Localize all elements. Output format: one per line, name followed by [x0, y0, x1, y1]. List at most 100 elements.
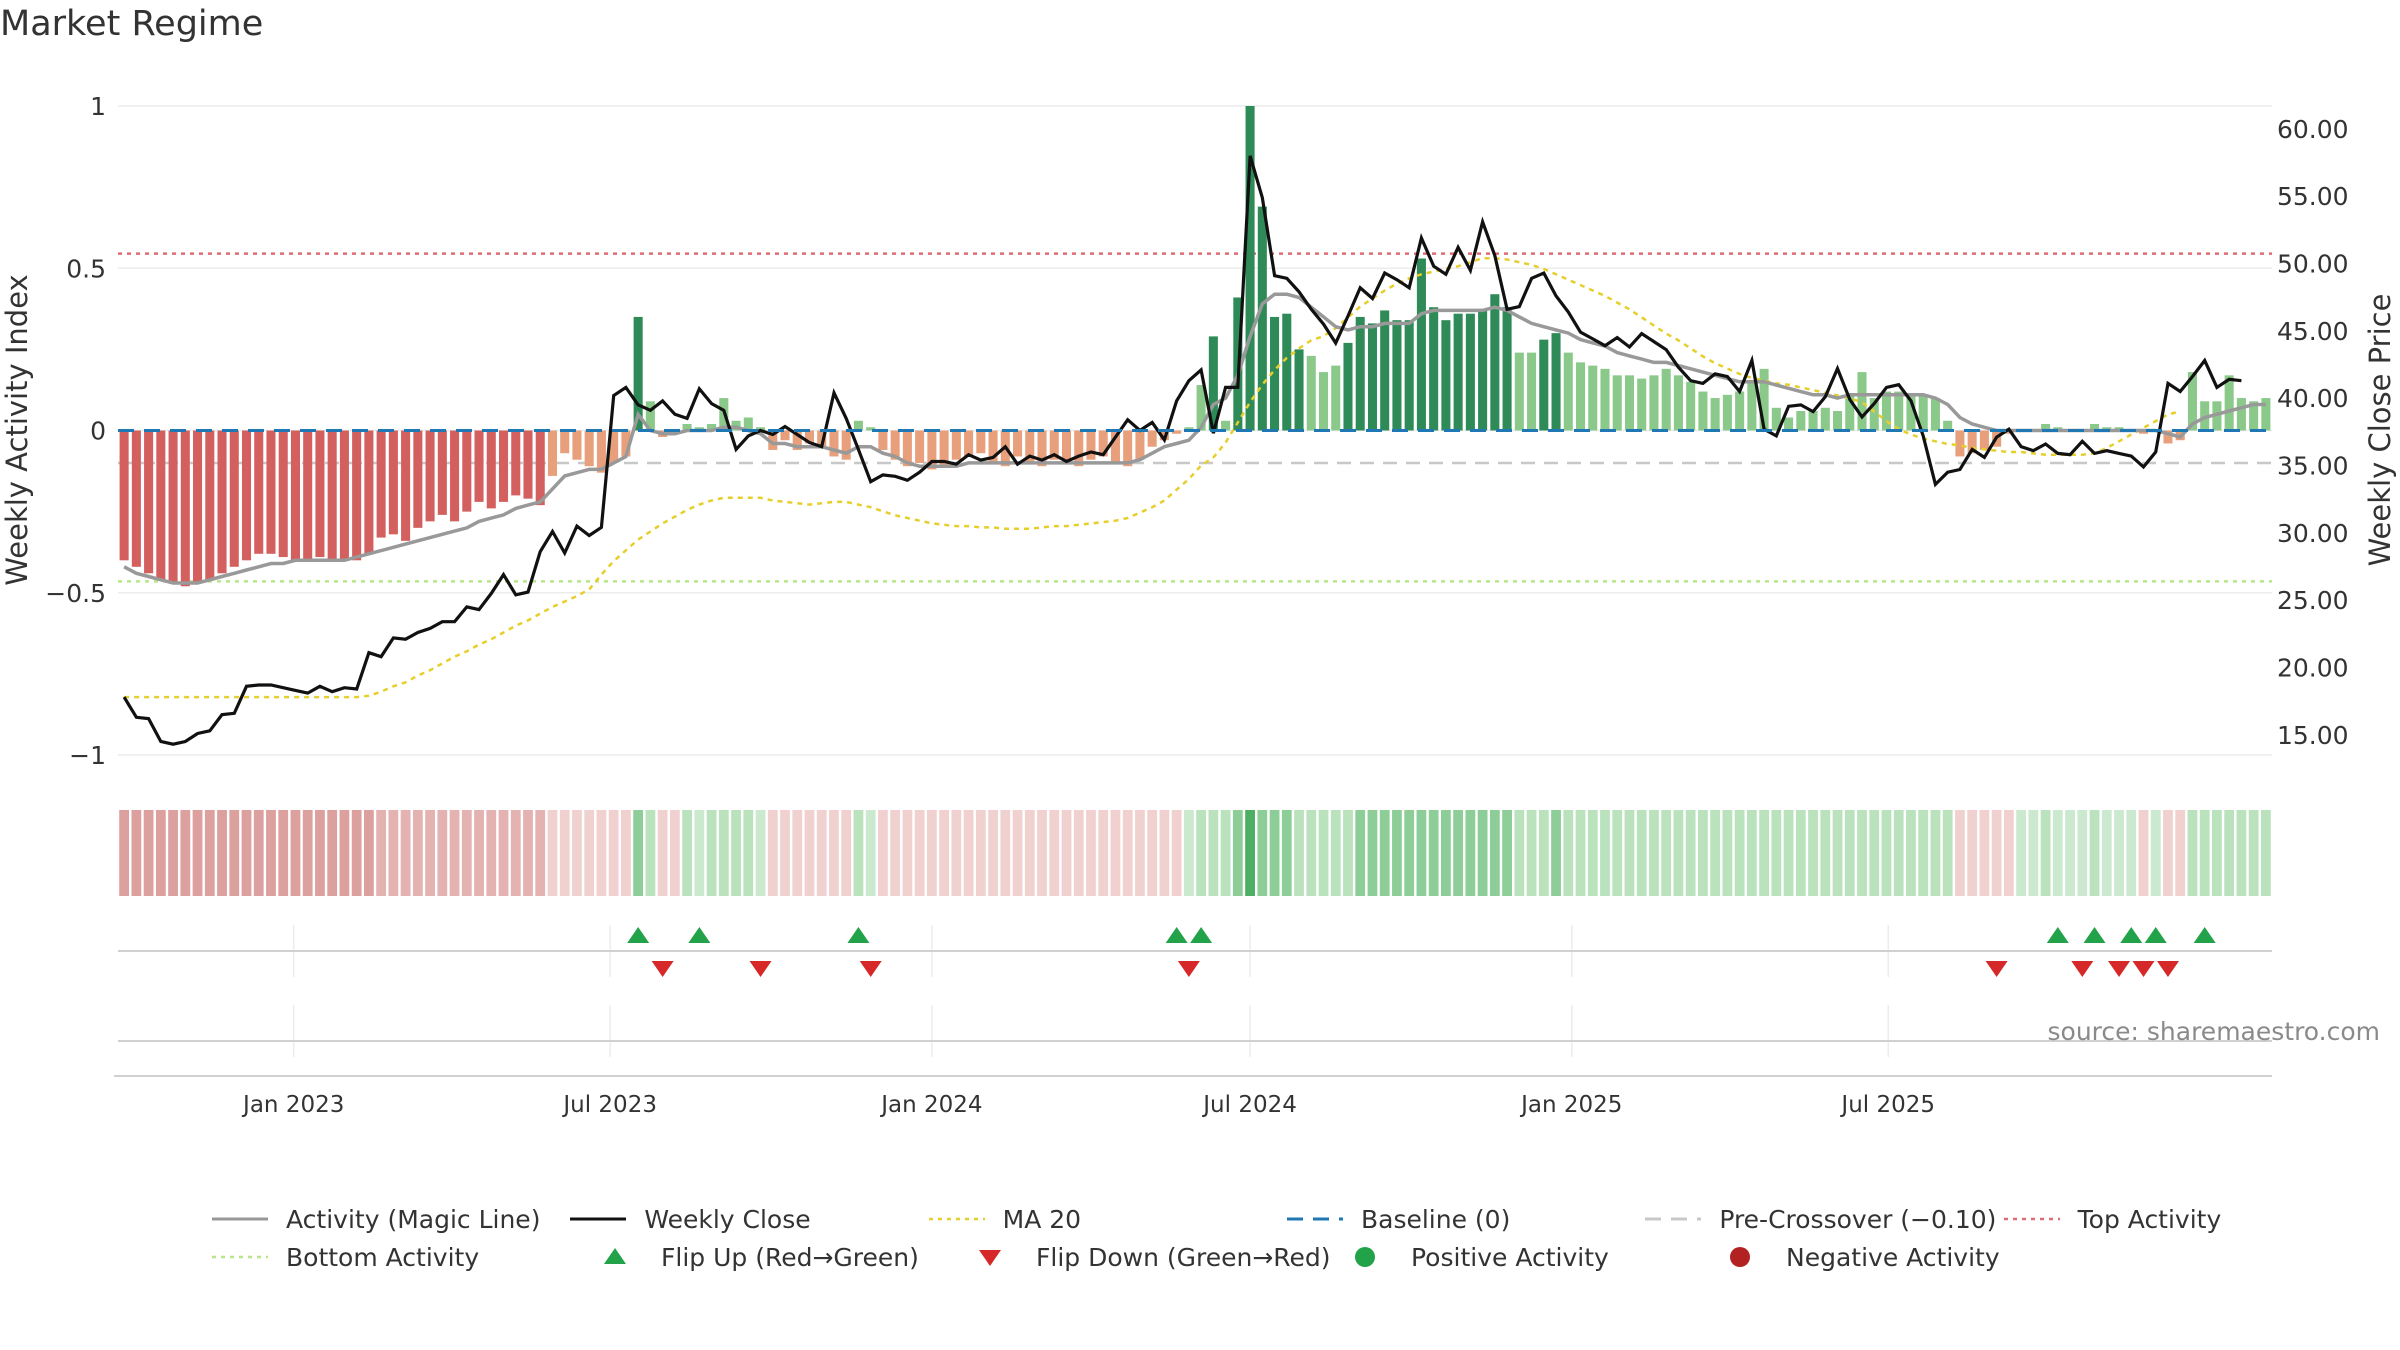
activity-bar [1673, 375, 1683, 431]
x-tick-label: Jul 2024 [1201, 1092, 1297, 1118]
regime-cell [1587, 810, 1598, 896]
activity-bar [401, 430, 411, 541]
activity-bar [450, 430, 460, 522]
legend-label: MA 20 [1002, 1204, 1082, 1234]
regime-cell [2236, 810, 2247, 896]
activity-bar [1796, 411, 1806, 431]
activity-bar [1061, 430, 1072, 463]
regime-cell [1379, 810, 1390, 896]
legend-row-1: Activity (Magic Line) Weekly Close MA 20 Ba… [210, 1200, 2360, 1238]
regime-cell [1073, 810, 1084, 896]
regime-cell [963, 810, 974, 896]
y-right-tick-label: 45.00 [2277, 317, 2349, 346]
activity-bar [927, 430, 937, 470]
activity-bar [168, 430, 178, 584]
activity-bar [1196, 385, 1206, 431]
regime-cell [2040, 810, 2051, 896]
activity-bar [523, 430, 533, 499]
activity-bar [1918, 394, 1928, 431]
y-left-tick-label: −0.5 [45, 579, 106, 608]
activity-bar [1612, 375, 1622, 431]
regime-cell [547, 810, 558, 896]
regime-cell [180, 810, 191, 896]
regime-cell [2016, 810, 2027, 896]
regime-cell [1673, 810, 1684, 896]
regime-cell [1110, 810, 1121, 896]
regime-cell [1098, 810, 1109, 896]
regime-cell [1955, 810, 1965, 896]
regime-cell [168, 810, 178, 896]
regime-cell [1404, 810, 1415, 896]
activity-bar [1710, 398, 1720, 431]
activity-bar [841, 430, 851, 460]
activity-bar [1735, 391, 1745, 431]
y-left-tick-label: 1 [90, 92, 106, 121]
activity-bar [1943, 420, 1953, 431]
activity-bar [560, 430, 570, 454]
page-title: Market Regime [0, 4, 264, 44]
regime-cell [474, 810, 484, 896]
regime-cell [1844, 810, 1855, 896]
regime-cell [718, 810, 729, 896]
flip-down-marker [1985, 961, 2008, 977]
activity-bar [609, 430, 619, 463]
regime-cell [1135, 810, 1145, 896]
activity-bar [1637, 378, 1647, 431]
regime-cell [1245, 810, 1255, 896]
activity-bar [1172, 430, 1182, 434]
y-right-tick-label: 35.00 [2277, 452, 2349, 481]
activity-bar [780, 430, 790, 441]
legend-item-baseline: Baseline (0) [1285, 1205, 1643, 1234]
regime-cell [1612, 810, 1623, 896]
activity-bar [1551, 333, 1561, 431]
activity-bar [1013, 430, 1023, 457]
regime-cell [1061, 810, 1072, 896]
activity-bar [621, 430, 631, 457]
activity-bar [1208, 336, 1218, 431]
regime-cell [1759, 810, 1769, 896]
activity-bar [1588, 365, 1598, 431]
activity-bar [1404, 320, 1414, 431]
series-lines [118, 155, 2272, 746]
regime-cell [1367, 810, 1378, 896]
regime-cell [621, 810, 631, 896]
regime-cell [302, 810, 313, 896]
regime-cell [1024, 810, 1035, 896]
activity-bar [535, 430, 545, 506]
regime-cell [1318, 810, 1329, 896]
activity-bar [131, 430, 141, 567]
regime-cell [315, 810, 325, 896]
activity-bar [498, 430, 509, 502]
y-right-tick-label: 20.00 [2277, 653, 2349, 682]
activity-bar [119, 430, 129, 561]
activity-bar [1575, 362, 1586, 431]
legend-marker [1355, 1247, 1375, 1267]
regime-cell [217, 810, 227, 896]
activity-bar [829, 430, 839, 457]
magic-line [123, 292, 2266, 585]
regime-cell [229, 810, 240, 896]
legend-dotted-line-icon [2003, 1217, 2060, 1221]
regime-cell [1183, 810, 1194, 896]
legend-dotted-line-icon [928, 1217, 985, 1221]
flip-down-marker [1177, 961, 1200, 977]
regime-cell [1918, 810, 1929, 896]
regime-cell [1147, 810, 1158, 896]
y-right-tick-label: 25.00 [2277, 586, 2349, 615]
regime-cell [1477, 810, 1488, 896]
regime-cell [2212, 810, 2222, 896]
activity-bar [964, 430, 974, 457]
activity-bar [1037, 430, 1047, 467]
activity-bars [119, 106, 2271, 587]
regime-cell [2187, 810, 2198, 896]
y-right-tick-label: 30.00 [2277, 519, 2349, 548]
activity-bar [352, 430, 362, 561]
regime-cell [2101, 810, 2112, 896]
y-left-tick-label: 0 [90, 417, 106, 446]
activity-bar [1343, 342, 1353, 431]
legend: Activity (Magic Line) Weekly Close MA 20 Ba… [210, 1200, 2360, 1276]
activity-bar [2236, 398, 2246, 431]
activity-bar [1722, 394, 1732, 431]
regime-cell [1600, 810, 1610, 896]
legend-label: Top Activity [2077, 1204, 2222, 1234]
